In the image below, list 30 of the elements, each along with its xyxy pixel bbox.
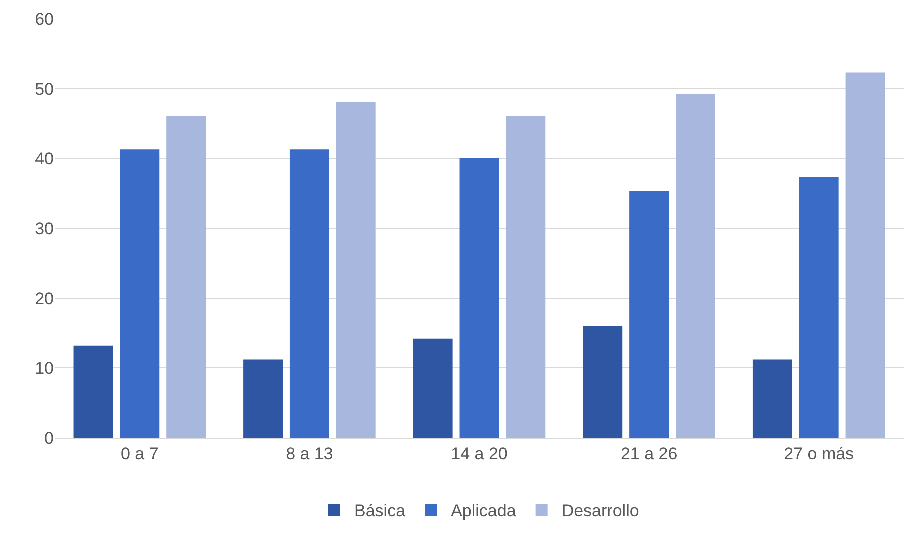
bar <box>583 326 623 438</box>
bar <box>166 116 206 438</box>
x-tick-label: 0 a 7 <box>120 444 159 464</box>
bar <box>846 72 886 438</box>
bar <box>290 150 330 438</box>
y-tick-label: 50 <box>35 80 54 99</box>
y-tick-label: 10 <box>35 359 54 378</box>
bar <box>630 191 670 438</box>
bar <box>676 94 716 438</box>
x-tick-label: 8 a 13 <box>286 444 334 464</box>
legend-label: Desarrollo <box>562 502 640 521</box>
bar <box>336 102 376 438</box>
bar <box>74 346 114 438</box>
y-tick-label: 30 <box>35 219 54 238</box>
y-tick-label: 40 <box>35 150 54 169</box>
x-tick-label: 14 a 20 <box>451 444 508 464</box>
legend-label: Básica <box>354 502 406 521</box>
bar <box>506 116 546 438</box>
bar <box>413 338 453 438</box>
bar <box>120 150 160 438</box>
bar <box>752 360 792 438</box>
legend-label: Aplicada <box>451 502 517 521</box>
y-tick-label: 60 <box>35 10 54 29</box>
x-tick-label: 27 o más <box>784 444 854 464</box>
y-tick-label: 0 <box>44 428 54 448</box>
bar <box>460 158 500 438</box>
bar <box>244 360 284 438</box>
bar <box>799 178 839 438</box>
y-tick-label: 20 <box>35 289 54 308</box>
x-tick-label: 21 a 26 <box>620 444 678 464</box>
